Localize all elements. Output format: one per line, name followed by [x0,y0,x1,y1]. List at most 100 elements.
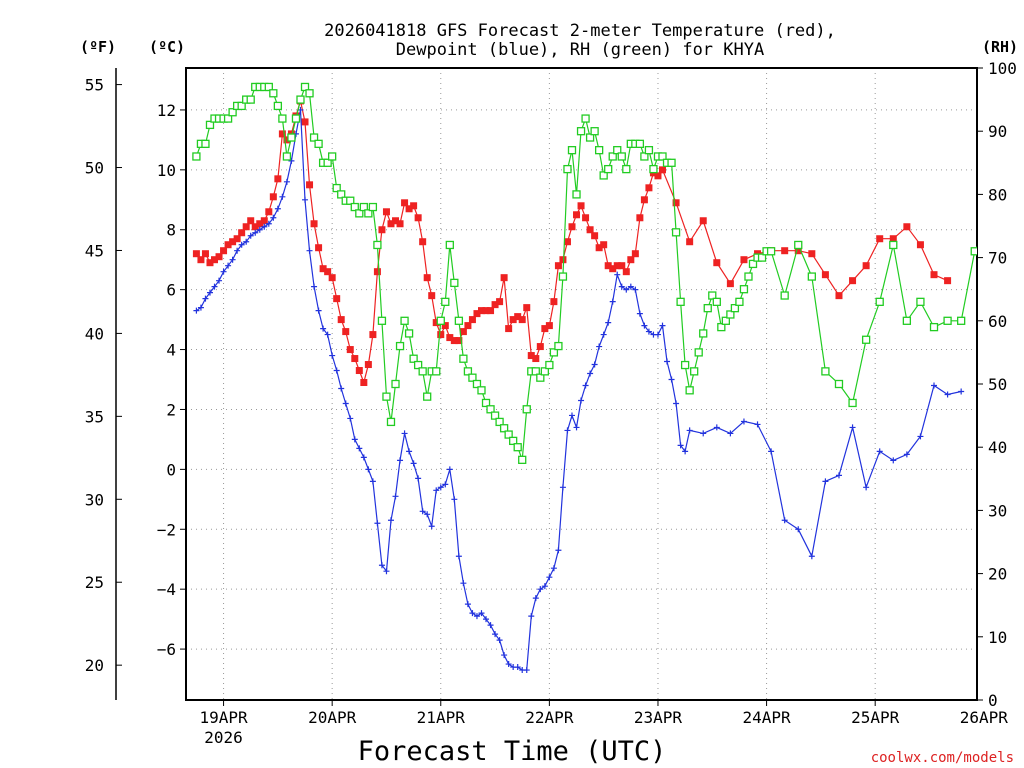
data-point [635,139,645,148]
data-point [455,337,463,345]
data-point [391,379,400,389]
data-point [573,424,580,431]
data-point [644,146,654,155]
data-point [582,214,590,222]
data-point [636,214,644,222]
data-point [369,478,376,485]
x-tick-label: 24APR [742,708,791,727]
data-point [545,360,554,370]
data-point [496,637,503,644]
data-point [636,310,643,317]
data-point [382,392,391,401]
data-point [528,613,535,620]
data-point [513,443,522,452]
data-point [794,247,802,255]
data-point [748,259,758,269]
data-point [288,157,295,164]
data-point [708,291,717,300]
data-point [943,316,952,325]
data-point [455,553,462,560]
data-point [766,247,776,256]
data-point [238,241,245,248]
data-point [315,307,322,314]
fahrenheit-tick-label: 35 [85,407,104,426]
celsius-axis-unit: (ºC) [149,38,185,56]
data-point [916,241,924,249]
data-point [450,337,458,345]
data-point [518,455,527,464]
data-point [401,199,409,207]
data-point [821,367,830,376]
data-point [622,268,630,276]
data-point [410,460,417,467]
data-point [998,216,1005,223]
data-point [682,448,689,455]
data-point [481,398,491,408]
data-point [781,247,789,255]
data-point [500,274,508,282]
data-point [672,199,680,207]
data-point [397,457,404,464]
data-point [346,196,355,205]
data-point [487,622,494,629]
data-point [234,247,241,254]
data-point [558,272,568,281]
data-point [590,127,599,136]
data-point [781,517,788,524]
data-point [587,370,594,377]
rh-tick-label: 40 [988,438,1007,457]
data-point [369,331,377,339]
data-point [509,436,518,446]
data-point [496,298,504,306]
data-point [957,316,966,325]
data-point [730,304,740,313]
data-point [302,196,309,203]
data-point [541,325,549,333]
data-point [315,244,323,252]
rh-axis-unit: (RH) [982,38,1018,56]
data-point [703,304,712,313]
data-point [531,367,540,376]
data-point [386,417,396,427]
data-point [373,240,382,250]
data-point [374,520,381,527]
data-point [848,398,857,408]
data-point [424,511,431,518]
celsius-tick-label: 4 [166,341,176,360]
data-point [287,133,296,142]
data-point [279,193,286,200]
data-point [581,114,590,123]
data-point [378,226,386,234]
data-point [238,229,246,237]
data-point [205,120,215,130]
data-point [523,304,531,312]
data-point [595,244,603,252]
data-point [686,427,693,434]
data-point [451,496,458,503]
data-point [252,229,259,236]
data-point [415,475,422,482]
data-point [329,352,336,359]
data-point [436,316,445,325]
x-tick-label: 23APR [634,708,683,727]
data-point [228,108,237,117]
x-tick-label: 19APR [199,708,248,727]
data-point [822,478,829,485]
data-point [567,146,577,155]
data-point [591,361,598,368]
data-point [641,322,648,329]
x-tick-label: 21APR [417,708,466,727]
data-point [613,262,621,270]
data-point [754,421,761,428]
data-point [594,146,604,155]
data-point [473,613,480,620]
data-point [446,334,454,342]
data-point [740,418,747,425]
data-point [201,139,210,148]
data-point [757,253,767,262]
data-point [270,214,277,221]
data-point [437,484,444,491]
data-point [585,133,595,142]
data-point [224,241,232,249]
